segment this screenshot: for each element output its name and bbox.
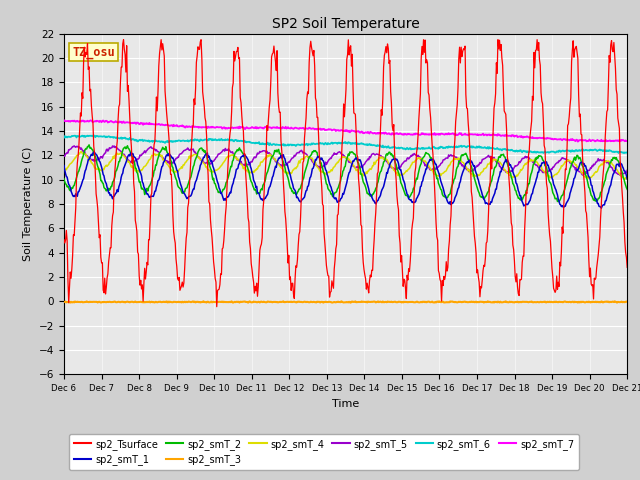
Title: SP2 Soil Temperature: SP2 Soil Temperature <box>272 17 419 31</box>
X-axis label: Time: Time <box>332 399 359 408</box>
Text: TZ_osu: TZ_osu <box>72 46 115 59</box>
Y-axis label: Soil Temperature (C): Soil Temperature (C) <box>23 147 33 261</box>
Legend: sp2_Tsurface, sp2_smT_1, sp2_smT_2, sp2_smT_3, sp2_smT_4, sp2_smT_5, sp2_smT_6, : sp2_Tsurface, sp2_smT_1, sp2_smT_2, sp2_… <box>69 434 579 470</box>
